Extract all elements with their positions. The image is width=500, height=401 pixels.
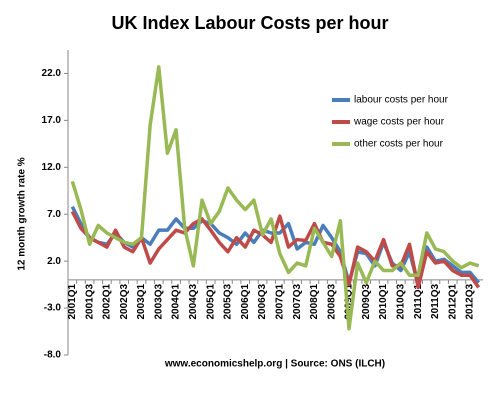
x-tick-label: 2008Q3 [326,283,337,319]
x-tick-label: 2006Q1 [240,283,251,319]
legend-label: other costs per hour [354,139,444,150]
x-tick-label: 2011Q1 [413,283,424,318]
x-tick-label: 2001Q3 [84,283,95,319]
y-tick-label: 17.0 [42,115,62,126]
x-tick-label: 2004Q1 [171,283,182,319]
y-tick-label: 22.0 [42,68,62,79]
x-tick-label: 2010Q3 [396,283,407,319]
x-tick-label: 2006Q3 [257,283,268,319]
x-tick-label: 2009Q1 [344,283,355,319]
chart-title: UK Index Labour Costs per hour [111,13,388,33]
y-tick-label: -8.0 [44,350,62,361]
y-tick-label: 2.0 [47,256,61,267]
legend-label: labour costs per hour [354,95,449,106]
x-tick-label: 2012Q3 [465,283,476,319]
x-tick-label: 2007Q3 [292,283,303,319]
x-tick-label: 2002Q3 [119,283,130,319]
y-tick-label: 7.0 [47,209,61,220]
x-tick-label: 2005Q3 [223,283,234,319]
y-tick-label: 12.0 [42,162,62,173]
x-tick-label: 2004Q3 [188,283,199,319]
x-tick-label: 2007Q1 [274,283,285,319]
legend-label: wage costs per hour [353,117,445,128]
x-tick-label: 2009Q3 [361,283,372,319]
y-tick-label: -3.0 [44,303,62,314]
x-tick-label: 2005Q1 [205,283,216,319]
x-tick-label: 2011Q3 [430,283,441,318]
x-tick-label: 2001Q1 [67,283,78,319]
x-tick-label: 2003Q3 [153,283,164,319]
y-axis-title: 12 month growth rate % [17,157,28,270]
series-line [70,65,480,331]
x-tick-label: 2003Q1 [136,283,147,319]
x-tick-label: 2012Q1 [447,283,458,319]
x-tick-label: 2002Q1 [102,283,113,319]
x-tick-label: 2008Q1 [309,283,320,319]
x-tick-label: 2010Q1 [378,283,389,319]
source-note: www.economicshelp.org | Source: ONS (ILC… [164,359,385,370]
